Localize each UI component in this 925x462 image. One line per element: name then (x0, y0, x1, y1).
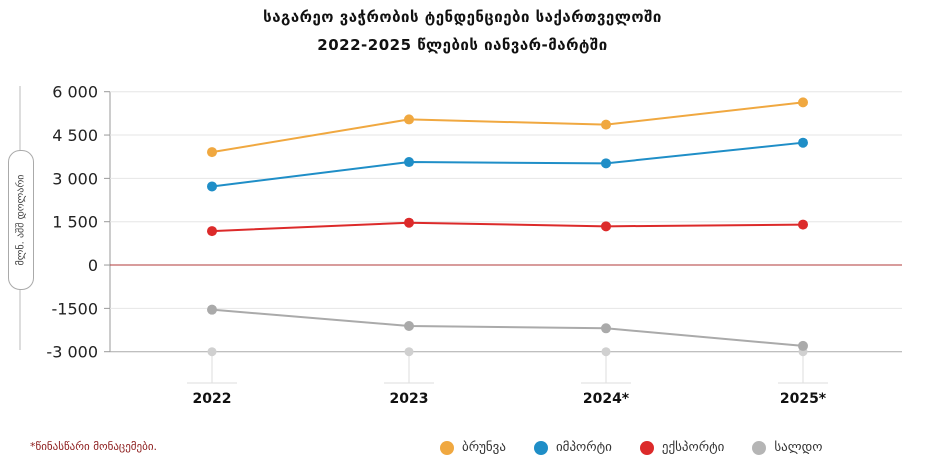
y-tick-label: 0 (88, 256, 98, 275)
data-point (404, 217, 414, 228)
line-chart: 6 000 4 500 3 000 1 500 0 -1500 -3 000 2022 2023… (19, 83, 902, 407)
legend-item-export[interactable]: ექსპორტი (639, 440, 725, 455)
y-axis-label-box: მლნ. აშშ დოლარი (8, 150, 34, 290)
data-point (601, 221, 611, 232)
legend-item-turnover[interactable]: ბრუნვა (440, 440, 506, 455)
data-point (798, 219, 808, 230)
y-tick-label: -1500 (52, 299, 99, 318)
data-point (601, 158, 611, 169)
legend-label: იმპორტი (555, 440, 612, 455)
data-point (601, 119, 611, 130)
legend-dot-icon (533, 440, 548, 455)
y-tick-label: 6 000 (52, 83, 98, 102)
data-point (404, 114, 414, 125)
data-point (207, 304, 217, 315)
footnote: *წინასწარი მონაცემები. (30, 440, 158, 453)
chart-subtitle: 2022-2025 წლების იანვარ-მარტში (317, 36, 608, 54)
legend: ბრუნვა იმპორტი ექსპორტი სალდო (440, 440, 822, 455)
legend-dot-icon (639, 440, 654, 455)
x-axis-marker (404, 347, 414, 357)
legend-label: ექსპორტი (661, 440, 725, 455)
series-line (211, 101, 804, 154)
y-tick-label: 1 500 (52, 213, 98, 232)
data-point (207, 226, 217, 237)
legend-dot-icon (440, 440, 454, 455)
legend-item-balance[interactable]: სალდო (752, 440, 822, 455)
y-tick-label: 3 000 (52, 169, 98, 188)
x-tick-label: 2022 (193, 391, 232, 407)
series-line (211, 221, 804, 233)
legend-item-import[interactable]: იმპორტი (533, 440, 612, 455)
data-point (404, 157, 414, 168)
x-tick-label: 2023 (390, 391, 429, 407)
data-point (798, 340, 808, 351)
series-line (211, 141, 804, 188)
data-point (798, 97, 808, 108)
data-point (601, 323, 611, 334)
data-point (207, 181, 217, 192)
legend-dot-icon (752, 440, 767, 455)
x-axis-marker (207, 347, 217, 357)
x-tick-label: 2025* (780, 391, 827, 407)
y-tick-label: -3 000 (46, 343, 98, 362)
legend-label: ბრუნვა (462, 440, 506, 455)
data-point (798, 137, 808, 148)
y-axis-label: მლნ. აშშ დოლარი (15, 174, 27, 266)
y-tick-label: 4 500 (52, 126, 98, 145)
series-line (211, 308, 804, 347)
data-point (404, 320, 414, 331)
legend-label: სალდო (774, 440, 823, 455)
x-tick-label: 2024* (583, 391, 630, 407)
data-point (207, 147, 217, 158)
x-axis-marker (601, 347, 611, 357)
chart-title: საგარეო ვაჭრობის ტენდენციები საქართველოშ… (263, 8, 662, 26)
